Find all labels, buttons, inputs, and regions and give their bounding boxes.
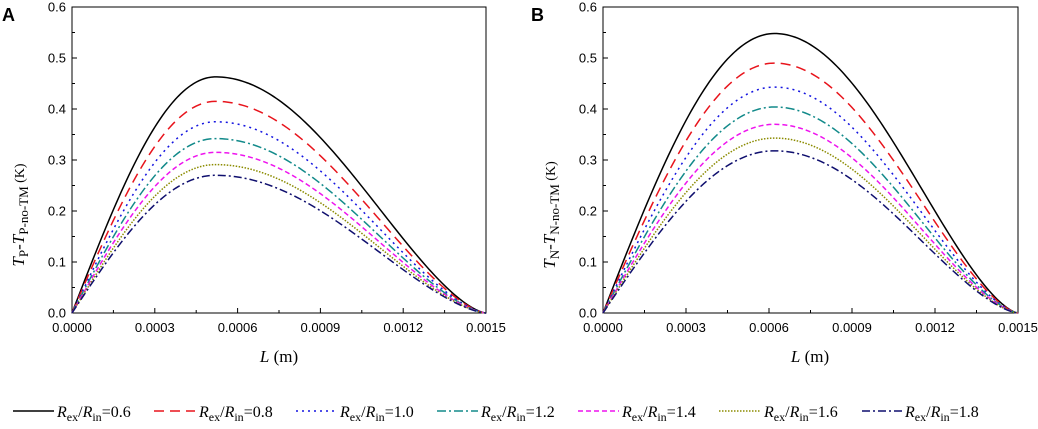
panel-b-y-tick-label: 0.5 <box>579 51 597 66</box>
panel-b-x-tick-label: 0.0003 <box>666 320 706 335</box>
legend-label-5: Rex/Rin=1.6 <box>763 404 838 424</box>
legend-label-0: Rex/Rin=0.6 <box>56 404 131 424</box>
panel-a: A TP-TP-no-TM (K) L (m) 0.00.10.20.30.40… <box>2 0 506 366</box>
panel-label-b: B <box>531 5 544 25</box>
panel-b-plot: 0.0 0.1 0.2 0.3 0.4 0.5 0.6 0.0000 0.0003 0.0006 0… <box>579 0 1038 335</box>
legend-label-2: Rex/Rin=1.0 <box>339 404 414 424</box>
panel-b-y-tick-label: 0.2 <box>579 204 597 219</box>
panel-b-y-title: TN-TN-no-TM (K) <box>540 161 562 269</box>
panel-label-a: A <box>2 5 15 25</box>
panel-a-x-tick-label: 0.0009 <box>301 320 341 335</box>
panel-b-series-line <box>602 150 1019 314</box>
panel-b-series-line <box>602 123 1019 314</box>
panel-b-y-tick-label: 0.4 <box>579 102 597 117</box>
panel-a-y-tick-label: 0.6 <box>48 0 66 15</box>
svg-text:TP-TP-no-TM (K): TP-TP-no-TM (K) <box>9 163 31 267</box>
panel-b-x-title: L (m) <box>790 347 829 366</box>
panel-a-x-tick-label: 0.0003 <box>135 320 175 335</box>
svg-text:TN-TN-no-TM (K): TN-TN-no-TM (K) <box>540 161 562 269</box>
panel-b-y-tick-label: 0.3 <box>579 153 597 168</box>
panel-a-plot: 0.0 0.1 0.2 0.3 0.4 0.5 0.6 0.0000 0.0003 0.0006 0… <box>48 0 506 335</box>
panel-a-series-line <box>71 174 487 314</box>
legend-entry: Rex/Rin=1.6 <box>719 404 838 424</box>
panel-b-x-tick-label: 0.0000 <box>583 320 623 335</box>
panel-b-x-tick-label: 0.0006 <box>749 320 789 335</box>
legend-entry: Rex/Rin=0.8 <box>154 404 273 424</box>
panel-b-axes-frame <box>602 6 1019 314</box>
panel-b: B TN-TN-no-TM (K) L (m) 0.00.10.20.30.40… <box>531 0 1038 366</box>
panel-b-x-tick-label: 0.0009 <box>832 320 872 335</box>
legend-entry: Rex/Rin=1.8 <box>862 404 979 424</box>
panel-a-series-line <box>71 151 487 314</box>
legend: Rex/Rin=0.6 Rex/Rin=0.8 Rex/Rin=1.0 Rex/… <box>13 404 979 424</box>
legend-entry: Rex/Rin=1.0 <box>296 404 414 424</box>
panel-a-y-tick-label: 0.2 <box>48 204 66 219</box>
legend-label-6: Rex/Rin=1.8 <box>904 404 979 424</box>
panel-b-y-tick-label: 0.0 <box>579 306 597 321</box>
panel-b-series-line <box>602 86 1019 314</box>
legend-label-3: Rex/Rin=1.2 <box>480 404 555 424</box>
panel-a-x-title: L (m) <box>259 347 298 366</box>
panel-a-series-line <box>71 100 487 314</box>
legend-entry: Rex/Rin=1.2 <box>437 404 555 424</box>
panel-a-x-tick-label: 0.0006 <box>218 320 258 335</box>
panel-a-y-tick-label: 0.3 <box>48 153 66 168</box>
legend-entry: Rex/Rin=1.4 <box>578 404 696 424</box>
panel-a-x-tick-label: 0.0012 <box>383 320 423 335</box>
panel-b-series-line <box>602 62 1019 314</box>
panel-a-y-title: TP-TP-no-TM (K) <box>9 163 31 267</box>
panel-b-series-line <box>602 32 1019 314</box>
panel-a-x-tick-label: 0.0000 <box>52 320 92 335</box>
panel-b-x-tick-label: 0.0015 <box>998 320 1038 335</box>
panel-a-series-line <box>71 137 487 314</box>
panel-b-x-tick-label: 0.0012 <box>915 320 955 335</box>
panel-a-y-tick-label: 0.5 <box>48 51 66 66</box>
panel-a-series-line <box>71 76 487 314</box>
panel-a-y-tick-label: 0.1 <box>48 255 66 270</box>
panel-a-y-tick-label: 0.0 <box>48 306 66 321</box>
panel-a-axes-frame <box>71 6 487 314</box>
svg-text:L (m): L (m) <box>259 347 298 366</box>
panel-b-y-tick-label: 0.1 <box>579 255 597 270</box>
svg-text:L (m): L (m) <box>790 347 829 366</box>
panel-a-x-tick-label: 0.0015 <box>466 320 506 335</box>
panel-a-y-tick-label: 0.4 <box>48 102 66 117</box>
legend-label-1: Rex/Rin=0.8 <box>198 404 273 424</box>
panel-b-y-tick-label: 0.6 <box>579 0 597 15</box>
panel-b-series-line <box>602 106 1019 314</box>
legend-entry: Rex/Rin=0.6 <box>13 404 131 424</box>
panel-a-series-line <box>71 163 487 314</box>
legend-label-4: Rex/Rin=1.4 <box>621 404 696 424</box>
